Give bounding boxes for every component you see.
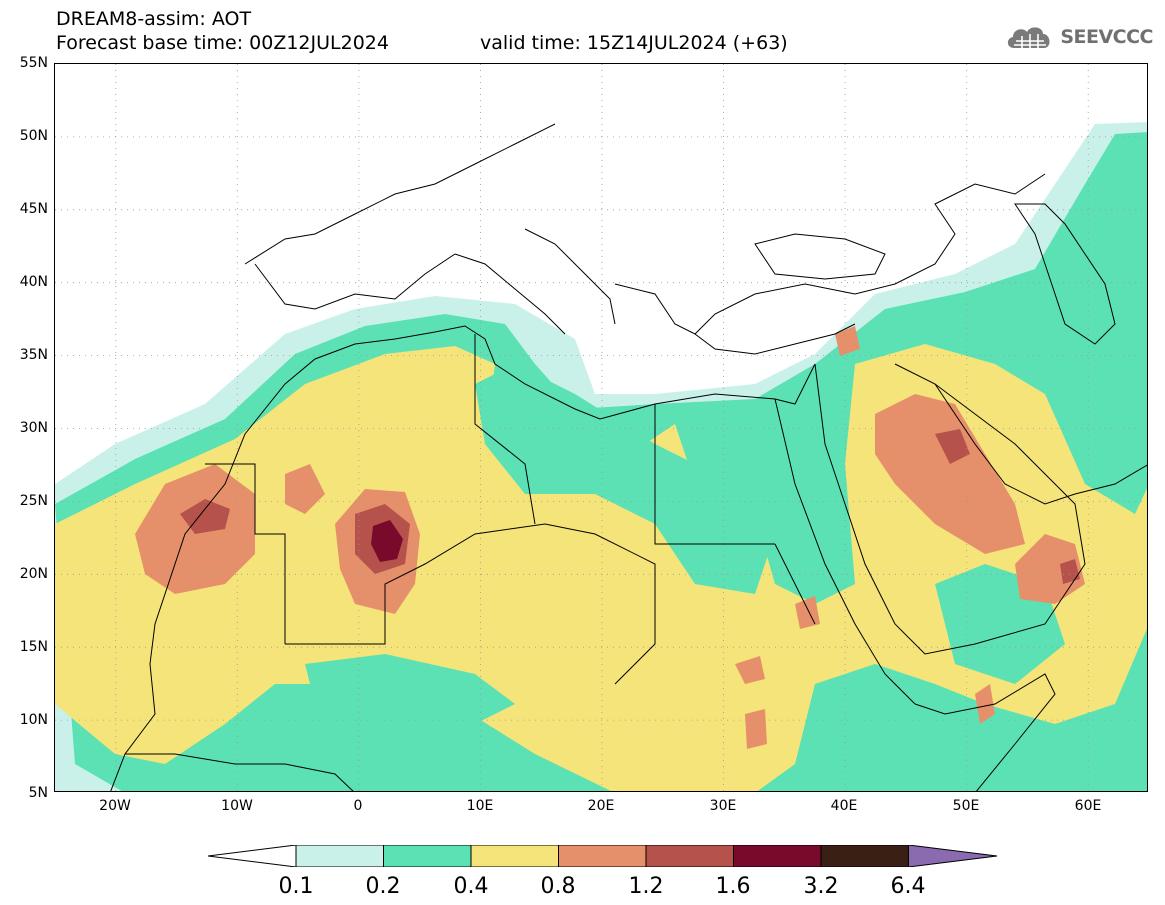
aot-contours xyxy=(55,122,1147,791)
lon-label: 30E xyxy=(709,798,737,814)
colorbar-label: 1.2 xyxy=(628,874,664,899)
forecast-base-time: Forecast base time: 00Z12JUL2024 xyxy=(56,32,389,54)
lat-label: 40N xyxy=(19,274,48,290)
colorbar-label: 3.2 xyxy=(803,874,839,899)
colorbar xyxy=(208,845,998,867)
lat-label: 5N xyxy=(28,785,48,801)
colorbar-bin xyxy=(645,845,734,867)
lat-label: 20N xyxy=(19,566,48,582)
colorbar-label: 0.2 xyxy=(365,874,401,899)
lon-label: 20E xyxy=(587,798,615,814)
aot-field-svg xyxy=(55,64,1147,791)
seevccc-logo: SEEVCCC xyxy=(1004,22,1153,52)
product-title: DREAM8-assim: AOT xyxy=(56,8,252,30)
lon-label: 50E xyxy=(952,798,980,814)
colorbar-label: 0.4 xyxy=(453,874,489,899)
lat-label: 15N xyxy=(19,639,48,655)
colorbar-label: 1.6 xyxy=(715,874,751,899)
colorbar-label: 0.8 xyxy=(540,874,576,899)
lat-label: 35N xyxy=(19,347,48,363)
lat-label: 10N xyxy=(19,712,48,728)
logo-text: SEEVCCC xyxy=(1060,26,1153,48)
lat-label: 55N xyxy=(19,55,48,71)
aot-map xyxy=(54,63,1148,792)
colorbar-bin xyxy=(470,845,559,867)
colorbar-above-triangle xyxy=(908,845,998,867)
lon-label: 0 xyxy=(353,798,363,814)
lat-label: 25N xyxy=(19,493,48,509)
lon-label: 60E xyxy=(1074,798,1102,814)
lat-label: 30N xyxy=(19,420,48,436)
colorbar-bin xyxy=(383,845,472,867)
colorbar-label: 0.1 xyxy=(278,874,314,899)
colorbar-bin xyxy=(820,845,909,867)
lon-label: 40E xyxy=(830,798,858,814)
lon-label: 10W xyxy=(221,798,253,814)
coastlines xyxy=(110,123,1147,791)
lon-label: 10E xyxy=(466,798,494,814)
colorbar-bin xyxy=(558,845,647,867)
lat-label: 45N xyxy=(19,201,48,217)
colorbar-bin xyxy=(733,845,822,867)
colorbar-label: 6.4 xyxy=(890,874,926,899)
lon-label: 20W xyxy=(99,798,131,814)
colorbar-bin xyxy=(295,845,384,867)
cloud-grid-icon xyxy=(1008,27,1050,48)
valid-time: valid time: 15Z14JUL2024 (+63) xyxy=(480,32,788,54)
graticule xyxy=(55,64,1147,791)
colorbar-below-triangle xyxy=(208,845,297,867)
lat-label: 50N xyxy=(19,128,48,144)
